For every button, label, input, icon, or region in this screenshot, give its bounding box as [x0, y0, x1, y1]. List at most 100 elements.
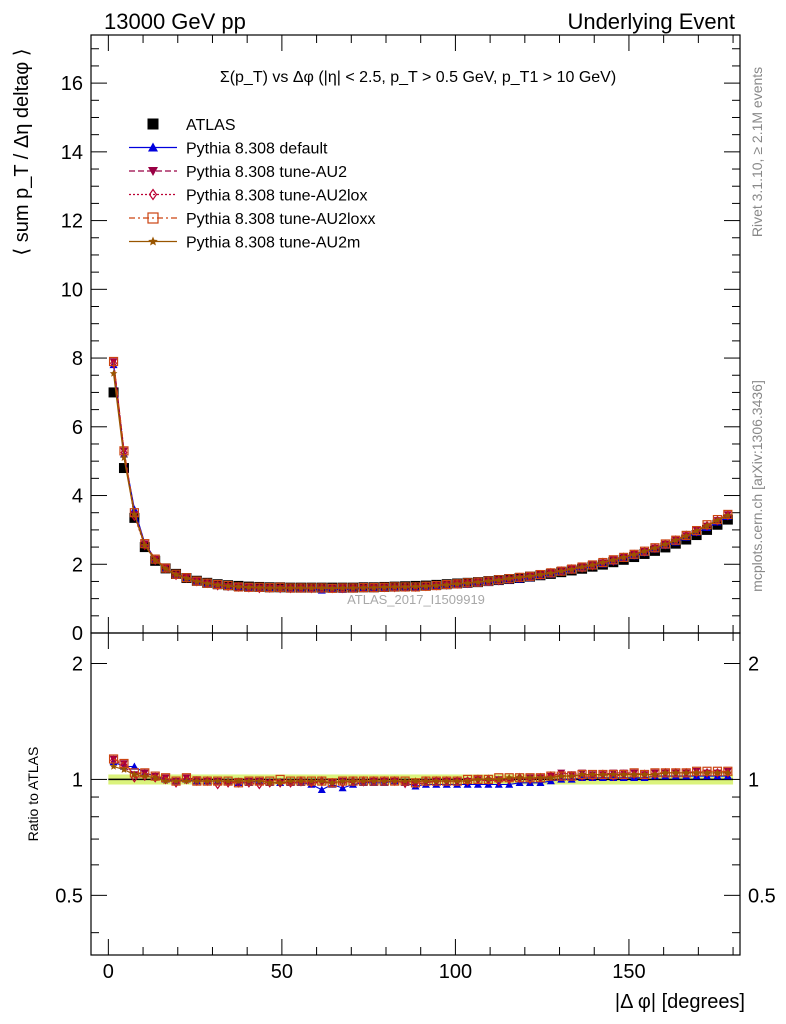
main-data-point — [702, 520, 712, 530]
ratio-data-point — [672, 768, 680, 777]
ratio-data-point — [536, 773, 545, 781]
ratio-data-point — [692, 768, 701, 777]
main-data-point — [723, 509, 733, 520]
main-data-point — [380, 583, 389, 591]
legend-entry: Pythia 8.308 tune-AU2loxx — [129, 211, 375, 228]
main-data-point — [108, 387, 119, 398]
ratio-data-point — [370, 777, 378, 785]
main-data-point — [150, 554, 160, 564]
ratio-y-tick-label-right: 2 — [748, 653, 759, 675]
main-data-point — [151, 556, 159, 564]
ratio-data-point — [109, 762, 118, 770]
main-data-point — [495, 576, 503, 584]
main-data-point — [422, 582, 430, 590]
main-data-point — [556, 566, 566, 576]
main-series-group — [108, 356, 733, 594]
main-data-point — [171, 569, 181, 579]
ratio-data-point — [724, 768, 732, 777]
main-data-point — [505, 574, 513, 582]
main-data-point — [276, 584, 284, 592]
legend-label: Pythia 8.308 tune-AU2m — [186, 235, 360, 252]
main-data-point — [286, 584, 295, 592]
main-data-point — [307, 584, 316, 592]
ratio-data-point — [640, 770, 649, 778]
ratio-data-point — [401, 777, 409, 785]
ratio-data-point — [588, 770, 597, 778]
main-data-point — [619, 552, 629, 562]
main-y-tick-label: 16 — [61, 73, 83, 95]
main-data-point — [630, 550, 638, 558]
ratio-data-point — [567, 772, 576, 780]
main-data-point — [577, 562, 587, 572]
main-y-axis-label: ⟨ sum p_T / Δη deltaφ ⟩ — [11, 48, 33, 255]
main-data-point — [712, 514, 723, 525]
analysis-watermark: ATLAS_2017_I1509919 — [347, 592, 485, 607]
main-data-point — [328, 584, 336, 592]
main-data-point — [599, 558, 607, 566]
main-data-point — [193, 577, 201, 585]
legend-marker — [148, 167, 158, 176]
main-data-point — [681, 530, 691, 540]
main-data-point — [587, 560, 598, 570]
main-panel-title: Σ(p_T) vs Δφ (|η| < 2.5, p_T > 0.5 GeV, … — [220, 69, 616, 86]
ratio-data-point — [702, 766, 712, 776]
ratio-data-point — [462, 774, 473, 785]
ratio-data-point — [380, 777, 389, 785]
main-data-point — [109, 369, 118, 377]
ratio-data-point — [130, 762, 139, 770]
ratio-data-point — [265, 776, 275, 786]
ratio-data-point — [547, 773, 555, 781]
ratio-data-point — [328, 778, 336, 786]
ratio-data-point — [474, 775, 482, 783]
ratio-data-point — [599, 770, 607, 778]
legend-label: Pythia 8.308 default — [186, 141, 328, 158]
ratio-data-point — [307, 777, 316, 785]
main-data-point — [724, 511, 732, 519]
ratio-data-point — [692, 766, 702, 776]
main-data-point — [432, 581, 441, 589]
ratio-data-point — [703, 768, 711, 777]
legend-marker — [148, 188, 158, 201]
ratio-data-point — [546, 771, 556, 781]
x-tick-label: 0 — [103, 961, 114, 983]
main-data-point — [515, 573, 524, 581]
main-y-tick-label: 12 — [61, 211, 83, 233]
ratio-series-line — [113, 759, 728, 786]
main-data-point — [692, 526, 701, 535]
main-data-point — [713, 516, 722, 524]
main-data-point — [442, 580, 451, 589]
ratio-y-tick-label-right: 0.5 — [748, 885, 776, 907]
legend-label: Pythia 8.308 tune-AU2loxx — [186, 211, 375, 228]
ratio-data-point — [193, 777, 201, 785]
main-data-point — [140, 539, 150, 549]
ratio-data-point — [463, 777, 472, 785]
legend-marker — [147, 212, 159, 224]
ratio-panel-frame — [90, 632, 741, 956]
main-data-point — [129, 508, 139, 518]
ratio-data-point — [723, 766, 733, 776]
main-data-point — [692, 525, 702, 536]
ratio-data-point — [119, 760, 128, 768]
ratio-data-point — [495, 775, 503, 783]
main-y-tick-label: 2 — [72, 554, 83, 576]
ratio-data-point — [682, 768, 690, 777]
main-data-point — [453, 579, 461, 588]
legend-marker — [147, 118, 159, 130]
ratio-data-point — [265, 778, 274, 786]
main-data-point — [703, 521, 711, 529]
main-series-4 — [108, 356, 733, 593]
x-tick-label: 100 — [439, 961, 472, 983]
ratio-data-point — [213, 777, 222, 785]
main-data-point — [359, 583, 368, 591]
legend-marker — [148, 236, 158, 246]
main-data-point — [526, 572, 534, 580]
main-y-tick-label: 14 — [61, 142, 83, 164]
main-data-point — [255, 583, 264, 591]
legend-label: ATLAS — [186, 117, 236, 134]
main-data-point — [370, 583, 378, 591]
ratio-data-point — [651, 770, 659, 778]
ratio-data-point — [432, 777, 441, 785]
ratio-axis-ticks: 0.5 0.5 1 1 2 2 0 50 100 150 — [55, 633, 776, 983]
main-data-point — [660, 539, 670, 549]
ratio-data-point — [390, 777, 399, 785]
